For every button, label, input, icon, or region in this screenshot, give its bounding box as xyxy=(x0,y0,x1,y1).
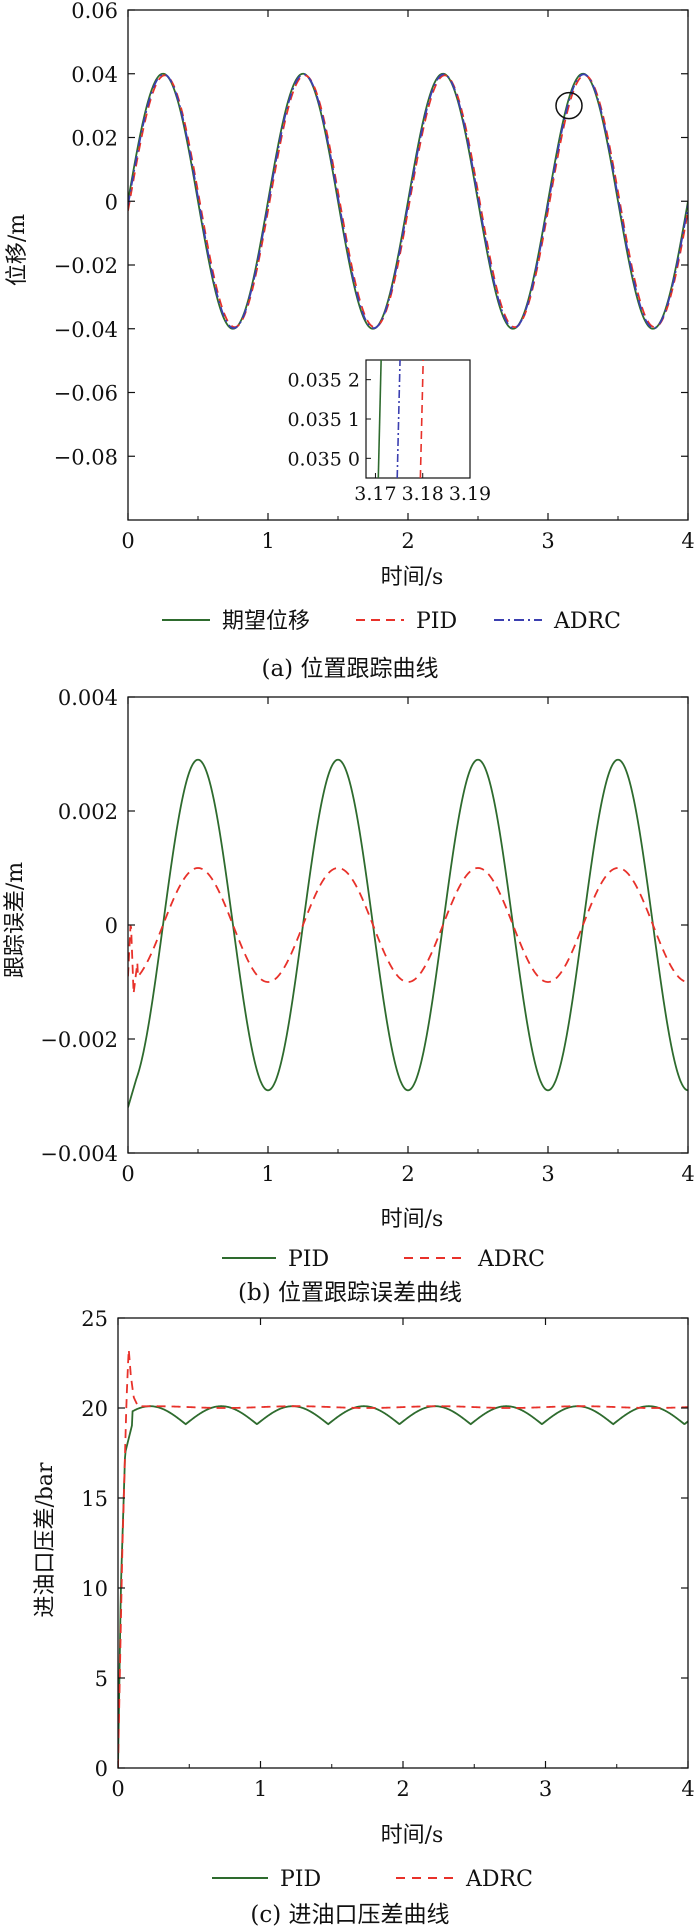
panel-a-ylabel: 位移/m xyxy=(5,214,30,286)
panel-c-xlabel: 时间/s xyxy=(381,1823,444,1848)
y-tick-label: 20 xyxy=(81,1397,108,1421)
x-tick-label: 0 xyxy=(111,1777,124,1801)
x-tick-label: 3 xyxy=(541,529,554,553)
y-tick-label: −0.06 xyxy=(54,382,118,406)
y-tick-label: 0.04 xyxy=(71,63,118,87)
y-tick-label: 10 xyxy=(81,1577,108,1601)
plot-frame xyxy=(127,696,689,1154)
series-group xyxy=(128,758,688,1108)
inset-line-0 xyxy=(377,359,382,479)
x-tick-label: 2 xyxy=(401,529,414,553)
x-tick-label: 2 xyxy=(401,1162,414,1186)
x-tick-label: 3 xyxy=(541,1162,554,1186)
x-tick-label: 4 xyxy=(681,1777,694,1801)
series-group xyxy=(118,1349,688,1768)
panel-b-legend: PID ADRC xyxy=(222,1247,545,1272)
legend-label-adrc: ADRC xyxy=(477,1247,545,1272)
panel-c-ylabel: 进油口压差/bar xyxy=(33,1462,58,1618)
legend-label-pid: PID xyxy=(280,1867,321,1892)
panel-b-ylabel: 跟踪误差/m xyxy=(3,862,28,978)
inset: 3.17 3.18 3.19 0.035 2 0.035 1 0.035 0 xyxy=(287,359,491,505)
y-tick-label: −0.002 xyxy=(40,1028,118,1052)
inset-line-1 xyxy=(396,359,401,479)
y-tick-label: 0.02 xyxy=(71,127,118,151)
series-line-0 xyxy=(128,758,688,1108)
series-group xyxy=(128,72,688,330)
y-tick-label: 0 xyxy=(95,1757,108,1781)
y-tick-label: 0 xyxy=(105,190,118,214)
inset-line-2 xyxy=(419,359,424,479)
inset-y-tick-label: 0.035 2 xyxy=(287,370,360,392)
series-line-0 xyxy=(118,1405,688,1768)
x-tick-label: 4 xyxy=(681,1162,694,1186)
legend-label-pid: PID xyxy=(288,1247,329,1272)
y-tick-label: 0.002 xyxy=(58,800,118,824)
x-tick-label: 2 xyxy=(396,1777,409,1801)
legend-label-adrc: ADRC xyxy=(465,1867,533,1892)
inset-x-tick-label: 3.17 xyxy=(354,483,396,505)
legend-label-target: 期望位移 xyxy=(222,609,310,634)
panel-c-caption: (c) 进油口压差曲线 xyxy=(250,1902,449,1928)
y-tick-label: 25 xyxy=(81,1307,108,1331)
series-line-1 xyxy=(128,867,688,994)
y-tick-label: −0.004 xyxy=(40,1142,118,1166)
y-tick-label: −0.04 xyxy=(54,318,118,342)
y-tick-label: 0.004 xyxy=(58,686,118,710)
inset-x-tick-label: 3.19 xyxy=(449,483,491,505)
plot-frame xyxy=(117,1317,689,1769)
annotation-circle xyxy=(555,91,583,120)
x-tick-label: 4 xyxy=(681,529,694,553)
inset-frame xyxy=(365,359,471,479)
panel-a-xlabel: 时间/s xyxy=(381,565,444,590)
x-tick-label: 1 xyxy=(261,1162,274,1186)
y-tick-label: 15 xyxy=(81,1487,108,1511)
series-line-2 xyxy=(128,73,688,330)
x-tick-label: 0 xyxy=(121,529,134,553)
panel-c-legend: PID ADRC xyxy=(212,1867,533,1892)
panel-c: (c) 进油口压差曲线 时间/s 进油口压差/bar PID ADRC 0 1 2 3… xyxy=(33,1307,695,1928)
y-tick-label: −0.02 xyxy=(54,254,118,278)
x-tick-label: 1 xyxy=(261,529,274,553)
x-tick-label: 0 xyxy=(121,1162,134,1186)
inset-x-tick-label: 3.18 xyxy=(402,483,444,505)
x-tick-label: 3 xyxy=(539,1777,552,1801)
panel-b: (b) 位置跟踪误差曲线 时间/s 跟踪误差/m PID ADRC 0 1 2 3 4 0… xyxy=(3,686,695,1306)
legend-label-pid: PID xyxy=(416,609,457,634)
panel-b-caption: (b) 位置跟踪误差曲线 xyxy=(238,1280,462,1306)
x-tick-label: 1 xyxy=(254,1777,267,1801)
panel-a: (a) 位置跟踪曲线 时间/s 位移/m 期望位移 PID ADRC 0 1 2 3 4… xyxy=(5,0,695,682)
inset-y-tick-label: 0.035 0 xyxy=(287,448,360,470)
y-tick-label: 5 xyxy=(95,1667,108,1691)
panel-a-legend: 期望位移 PID ADRC xyxy=(162,609,621,634)
y-tick-label: 0.06 xyxy=(71,0,118,23)
y-tick-label: −0.08 xyxy=(54,445,118,469)
series-line-1 xyxy=(118,1349,688,1768)
panel-b-xlabel: 时间/s xyxy=(381,1207,444,1232)
legend-label-adrc: ADRC xyxy=(553,609,621,634)
y-tick-label: 0 xyxy=(105,914,118,938)
panel-a-caption: (a) 位置跟踪曲线 xyxy=(262,656,439,682)
inset-y-tick-label: 0.035 1 xyxy=(287,409,360,431)
